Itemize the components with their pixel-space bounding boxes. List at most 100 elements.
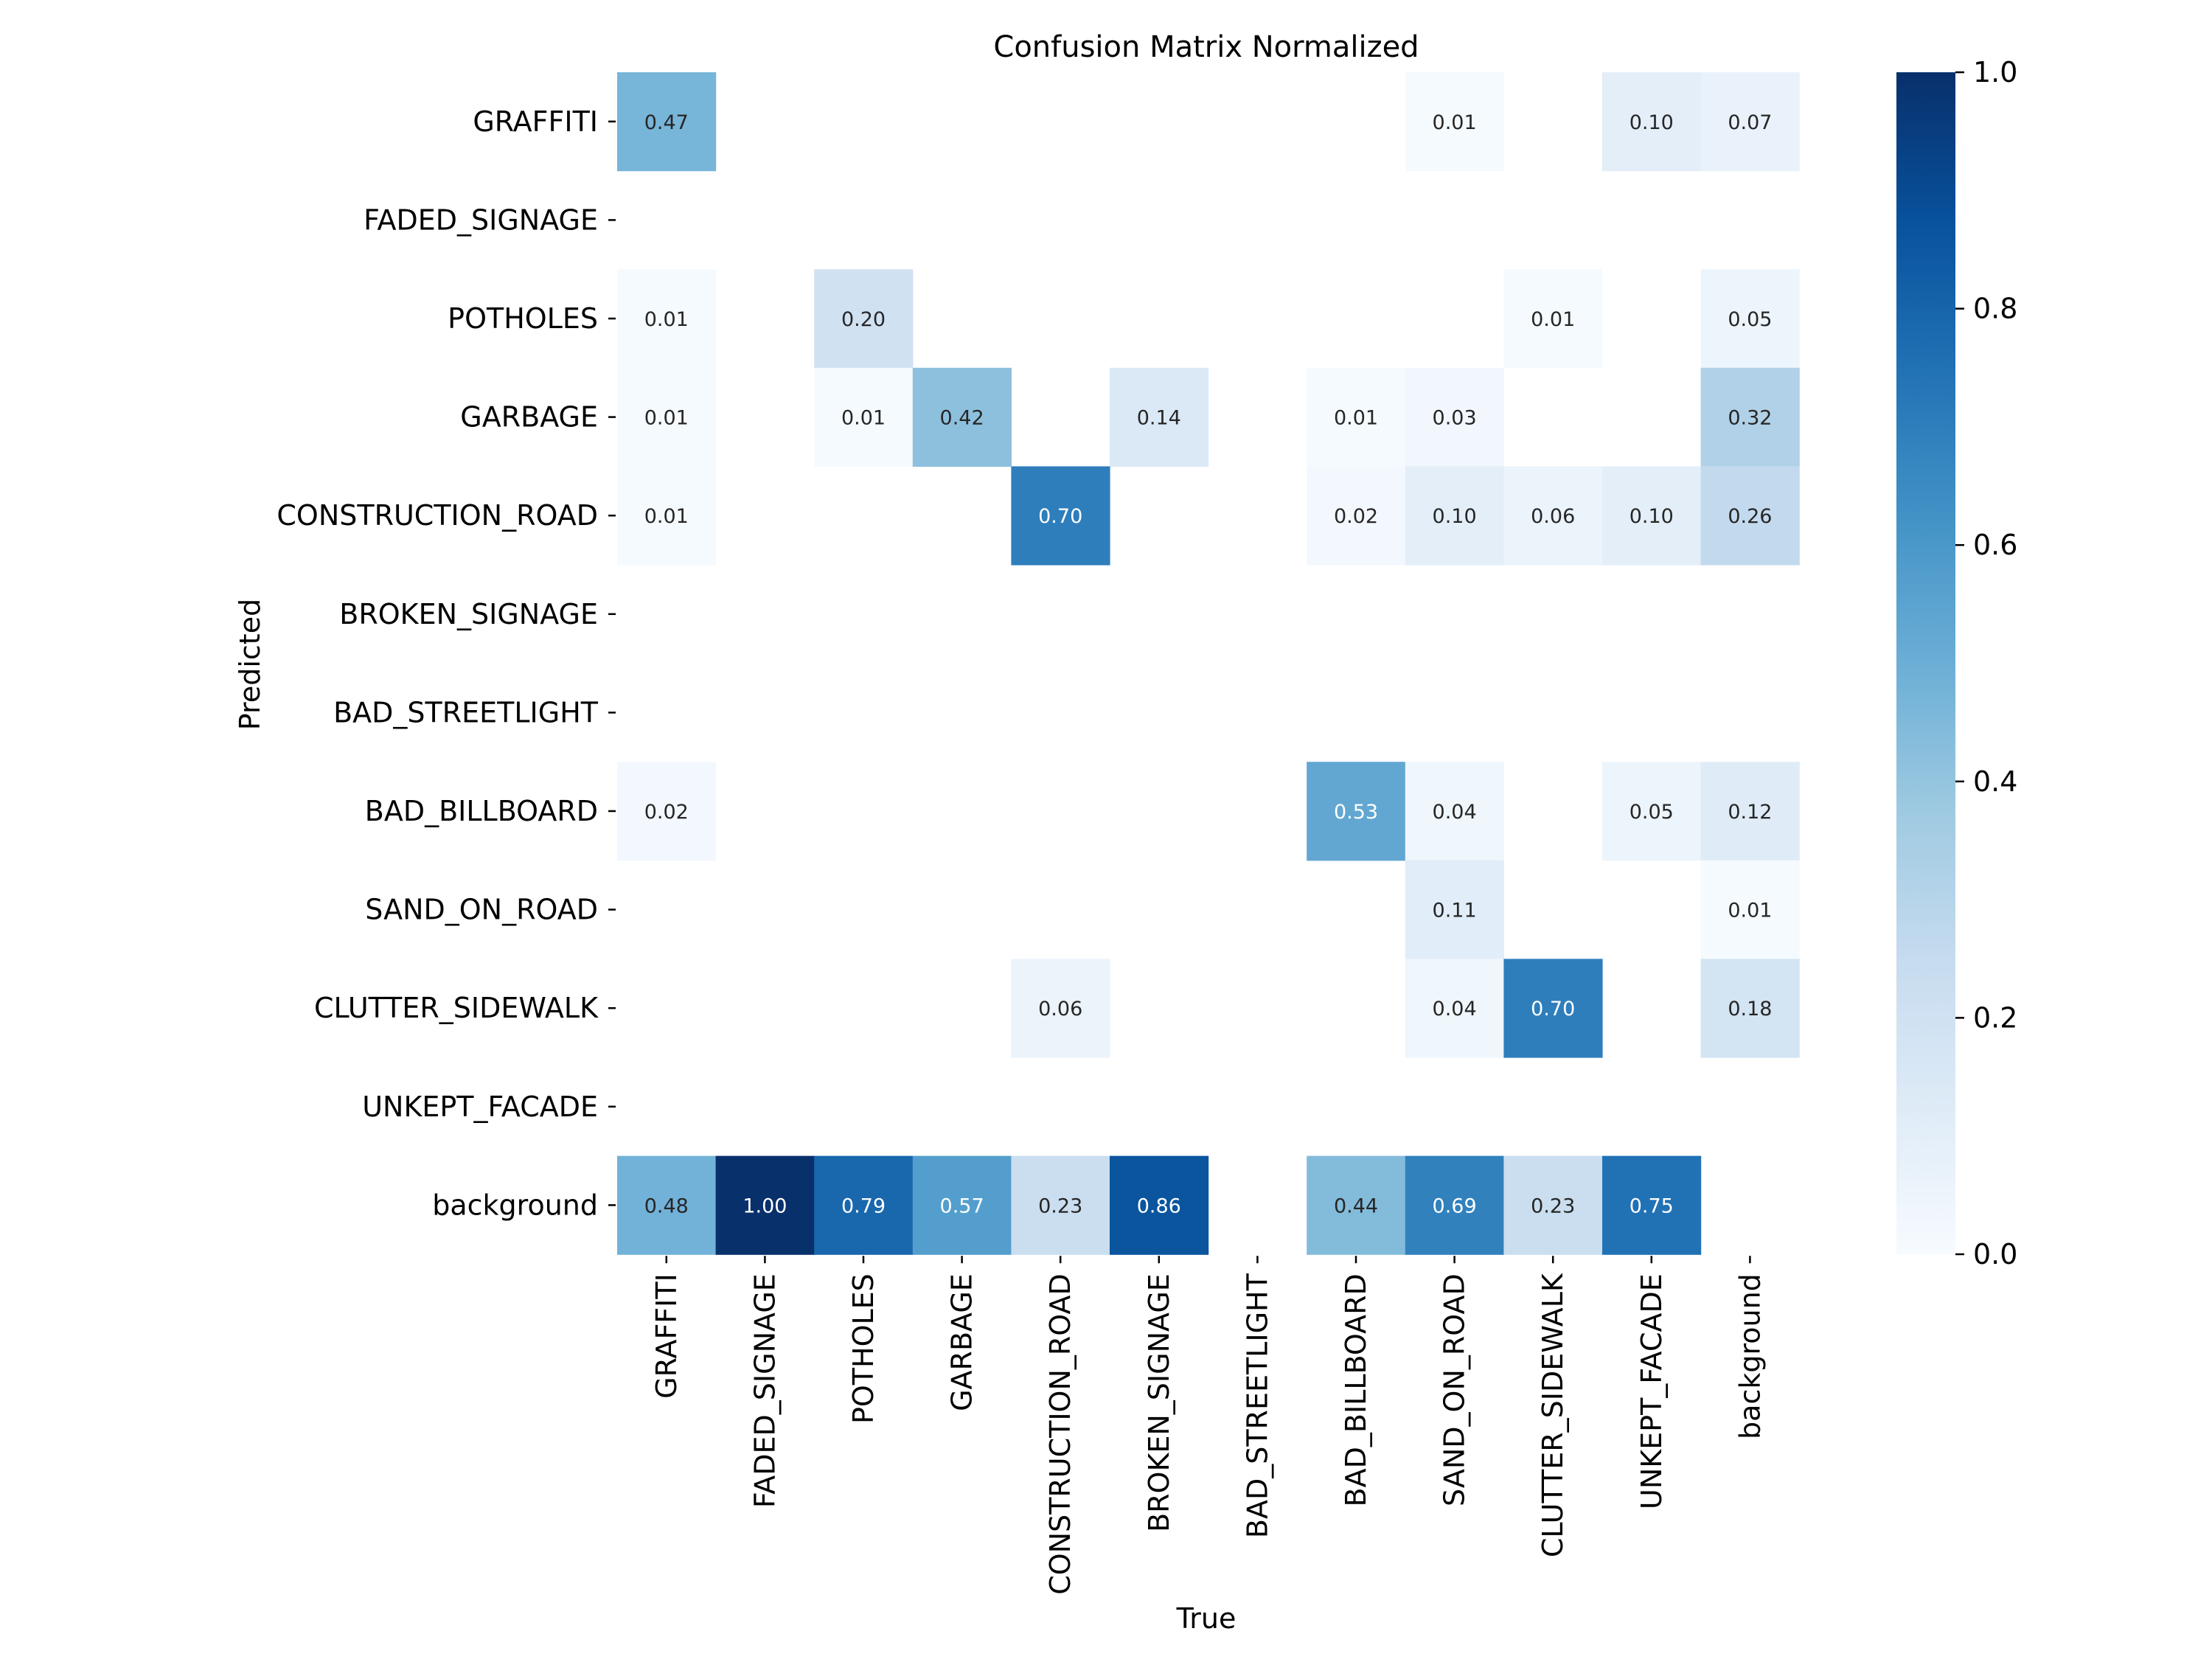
heatmap-cell	[1011, 466, 1110, 566]
y-tick-label: SAND_ON_ROAD	[365, 894, 598, 926]
x-tick-label: CLUTTER_SIDEWALK	[1537, 1273, 1569, 1557]
cell-value-label: 0.32	[1728, 407, 1772, 430]
x-tick-label: GARBAGE	[946, 1273, 978, 1411]
heatmap-cell	[1307, 762, 1406, 861]
heatmap-cell	[1110, 367, 1209, 467]
cell-value-label: 0.01	[1531, 308, 1575, 331]
heatmap-cells	[617, 72, 1800, 1255]
cell-value-label: 0.10	[1433, 505, 1477, 528]
cell-value-label: 0.70	[1038, 505, 1082, 528]
y-tick-label: BROKEN_SIGNAGE	[339, 598, 598, 630]
cell-value-label: 0.07	[1728, 111, 1772, 134]
cell-value-label: 0.01	[1433, 111, 1477, 134]
heatmap-cell	[814, 269, 914, 369]
heatmap-cell	[1307, 1155, 1406, 1255]
heatmap-cell	[1405, 1155, 1504, 1255]
cell-value-label: 0.11	[1433, 900, 1477, 922]
cell-value-label: 0.70	[1531, 998, 1575, 1021]
cell-value-label: 0.04	[1433, 998, 1477, 1021]
heatmap-cell	[1011, 959, 1110, 1058]
y-axis-label: Predicted	[234, 599, 266, 730]
heatmap-cell	[715, 1155, 815, 1255]
heatmap-cell	[1700, 762, 1800, 861]
cell-value-label: 1.00	[742, 1195, 787, 1217]
heatmap-cell	[1602, 762, 1702, 861]
cell-value-label: 0.10	[1630, 111, 1674, 134]
heatmap-cell	[912, 1155, 1012, 1255]
cell-value-label: 0.26	[1728, 505, 1772, 528]
heatmap-cell	[1503, 466, 1603, 566]
heatmap-cell	[1405, 72, 1504, 172]
heatmap-cell	[1700, 860, 1800, 959]
y-tick-label: background	[432, 1189, 598, 1221]
heatmap-cell	[1602, 72, 1702, 172]
cell-value-label: 0.75	[1630, 1195, 1674, 1217]
heatmap-cell	[1405, 959, 1504, 1058]
x-tick-label: background	[1733, 1273, 1766, 1439]
heatmap-cell	[617, 1155, 717, 1255]
heatmap-cell	[814, 367, 914, 467]
heatmap-cell	[1503, 269, 1603, 369]
y-tick-label: GRAFFITI	[473, 105, 598, 138]
y-tick-label: GARBAGE	[460, 401, 598, 434]
cell-value-label: 0.03	[1433, 407, 1477, 430]
y-tick-label: CLUTTER_SIDEWALK	[314, 992, 599, 1024]
colorbar-tick-label: 0.2	[1973, 1001, 2017, 1034]
cell-value-label: 0.86	[1137, 1195, 1181, 1217]
heatmap-cell	[1700, 959, 1800, 1058]
heatmap-cell	[1602, 466, 1702, 566]
y-tick-label: BAD_BILLBOARD	[365, 795, 598, 827]
cell-value-label: 0.01	[644, 407, 689, 430]
colorbar-tick-label: 0.4	[1973, 765, 2017, 798]
heatmap-cell	[1307, 466, 1406, 566]
heatmap-cell	[1700, 367, 1800, 467]
cell-value-label: 0.14	[1137, 407, 1181, 430]
y-axis-ticks: GRAFFITI FADED_SIGNAGE POTHOLES GARBAGE CONS…	[276, 105, 616, 1221]
heatmap-cell	[1405, 762, 1504, 861]
cell-value-label: 0.02	[1334, 505, 1378, 528]
y-tick-label: UNKEPT_FACADE	[362, 1091, 598, 1123]
colorbar-tick-label: 1.0	[1973, 56, 2017, 88]
cell-value-label: 0.01	[841, 407, 886, 430]
y-tick-label: CONSTRUCTION_ROAD	[276, 499, 598, 532]
heatmap-cell	[617, 762, 717, 861]
cell-value-label: 0.42	[940, 407, 984, 430]
x-axis-label: True	[1176, 1602, 1237, 1635]
colorbar-tick-label: 0.0	[1973, 1238, 2017, 1270]
cell-value-label: 0.04	[1433, 801, 1477, 824]
chart-title: Confusion Matrix Normalized	[993, 30, 1419, 64]
x-tick-label: BAD_BILLBOARD	[1340, 1273, 1372, 1506]
cell-value-label: 0.10	[1630, 505, 1674, 528]
cell-value-label: 0.05	[1728, 308, 1772, 331]
cell-value-label: 0.18	[1728, 998, 1772, 1021]
cell-value-label: 0.05	[1630, 801, 1674, 824]
cell-value-label: 0.69	[1433, 1195, 1477, 1217]
heatmap-cell	[1405, 367, 1504, 467]
heatmap-cell	[1602, 1155, 1702, 1255]
heatmap-cell	[1405, 860, 1504, 959]
heatmap-cell-labels: 0.47 0.01 0.10 0.07 0.01 0.20 0.01 0.05 0.01 0.01…	[644, 111, 1773, 1218]
cell-value-label: 0.01	[1334, 407, 1378, 430]
cell-value-label: 0.06	[1038, 998, 1082, 1021]
x-tick-label: BROKEN_SIGNAGE	[1143, 1273, 1175, 1532]
heatmap-cell	[1503, 959, 1603, 1058]
x-tick-label: BAD_STREETLIGHT	[1241, 1273, 1273, 1538]
x-tick-label: UNKEPT_FACADE	[1635, 1273, 1668, 1509]
x-axis-ticks: GRAFFITI FADED_SIGNAGE POTHOLES GARBAGE CONS…	[650, 1256, 1766, 1595]
heatmap-cell	[617, 466, 717, 566]
heatmap-cell	[1110, 1155, 1209, 1255]
heatmap-cell	[1405, 466, 1504, 566]
x-tick-label: FADED_SIGNAGE	[748, 1273, 781, 1508]
heatmap-cell	[617, 269, 717, 369]
x-tick-label: SAND_ON_ROAD	[1439, 1273, 1471, 1506]
cell-value-label: 0.57	[940, 1195, 984, 1217]
y-tick-label: BAD_STREETLIGHT	[333, 696, 599, 729]
colorbar: 0.0 0.2 0.4 0.6 0.8 1.0	[1896, 56, 2017, 1270]
heatmap-cell	[1700, 72, 1800, 172]
cell-value-label: 0.01	[1728, 900, 1772, 922]
cell-value-label: 0.20	[841, 308, 886, 331]
heatmap-cell	[912, 367, 1012, 467]
cell-value-label: 0.79	[841, 1195, 886, 1217]
